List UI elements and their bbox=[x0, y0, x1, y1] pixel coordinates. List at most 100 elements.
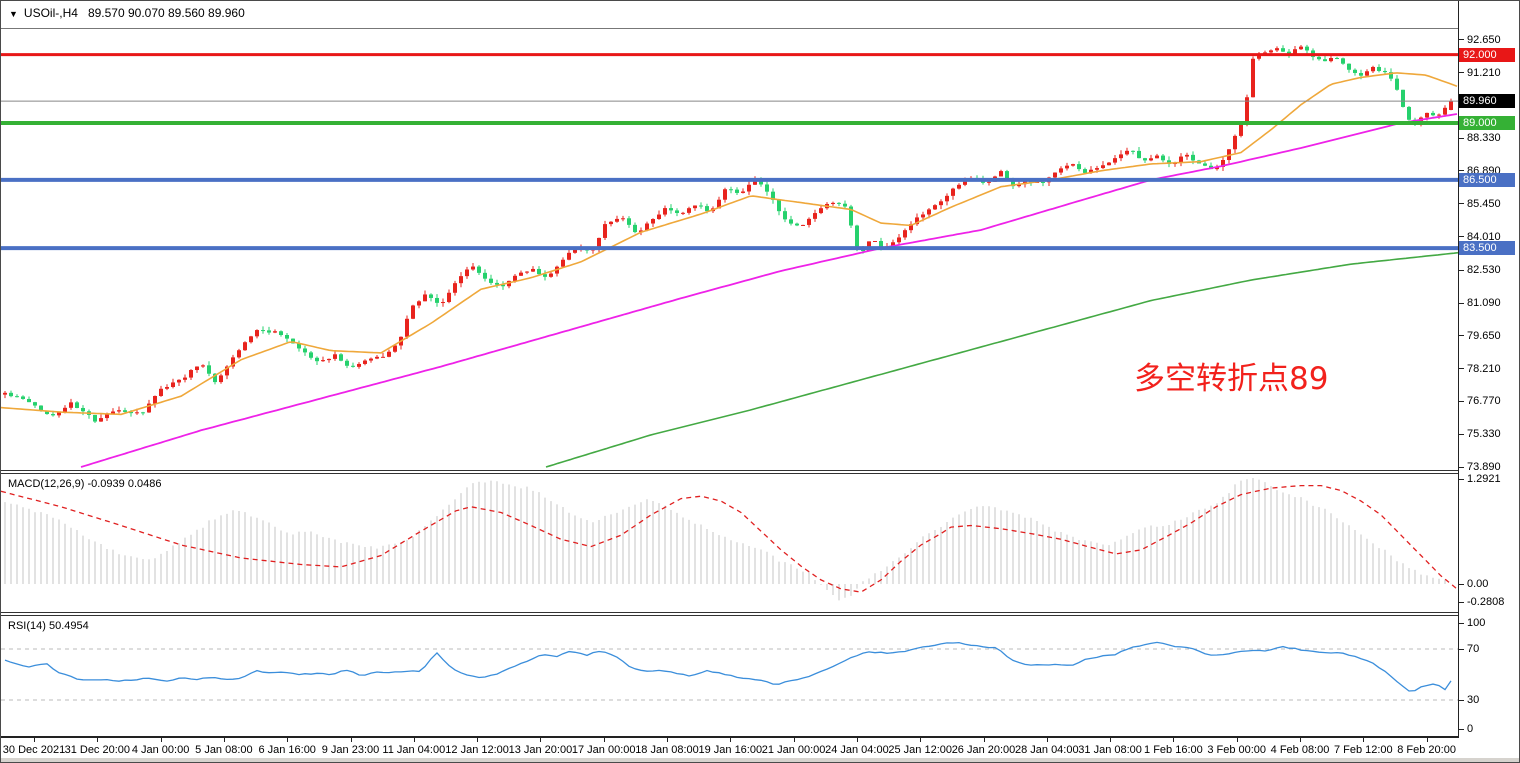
time-axis-tick bbox=[856, 738, 858, 742]
price-badge-89.000: 89.000 bbox=[1459, 115, 1515, 130]
price-tick-label: 76.770 bbox=[1467, 395, 1501, 408]
time-axis-tick bbox=[920, 738, 922, 742]
time-axis-tick bbox=[223, 738, 225, 742]
time-axis-label: 5 Jan 08:00 bbox=[195, 744, 253, 756]
window-bottom-edge bbox=[1, 758, 1519, 762]
time-axis-label: 30 Dec 2021 bbox=[2, 744, 66, 756]
rsi-indicator-plot[interactable] bbox=[1, 616, 1459, 736]
axis-tick bbox=[1459, 236, 1464, 238]
price-axis[interactable]: 92.65091.21089.77088.33086.89085.45084.0… bbox=[1459, 1, 1519, 738]
time-axis-label: 17 Jan 00:00 bbox=[571, 744, 636, 756]
time-axis-label: 13 Jan 20:00 bbox=[508, 744, 573, 756]
time-axis[interactable]: 30 Dec 2021 31 Dec 20:00 4 Jan 00:00 5 Jan … bbox=[1, 736, 1459, 762]
axis-tick bbox=[1459, 302, 1464, 304]
panel-splitter-rsi[interactable] bbox=[1, 612, 1459, 616]
time-axis-tick bbox=[603, 738, 605, 742]
axis-tick bbox=[1459, 368, 1464, 370]
price-badge-83.500: 83.500 bbox=[1459, 241, 1515, 256]
price-badge-86.500: 86.500 bbox=[1459, 172, 1515, 187]
time-axis-tick bbox=[1363, 738, 1365, 742]
time-axis-tick bbox=[1236, 738, 1238, 742]
axis-tick bbox=[1459, 622, 1464, 624]
price-tick-label: 78.210 bbox=[1467, 362, 1501, 375]
time-axis-tick bbox=[1110, 738, 1112, 742]
price-tick-label: 79.650 bbox=[1467, 329, 1501, 342]
axis-border bbox=[1458, 1, 1459, 738]
time-axis-label: 3 Feb 00:00 bbox=[1207, 744, 1267, 756]
symbol-dropdown-icon[interactable]: ▼ bbox=[9, 9, 18, 19]
time-axis-label: 19 Jan 16:00 bbox=[698, 744, 763, 756]
macd-axis-min: -0.2808 bbox=[1467, 596, 1505, 608]
time-axis-tick bbox=[793, 738, 795, 742]
time-axis-tick bbox=[540, 738, 542, 742]
ohlc-values: 89.570 90.070 89.560 89.960 bbox=[87, 6, 245, 20]
time-axis-tick bbox=[1426, 738, 1428, 742]
macd-indicator-plot[interactable] bbox=[1, 474, 1459, 613]
price-tick-label: 88.330 bbox=[1467, 132, 1501, 145]
price-tick-label: 81.090 bbox=[1467, 297, 1501, 310]
rsi-axis-label: 100 bbox=[1467, 617, 1486, 629]
time-axis-label: 4 Jan 00:00 bbox=[131, 744, 190, 756]
time-axis-label: 12 Jan 12:00 bbox=[445, 744, 509, 756]
rsi-axis-label: 70 bbox=[1467, 643, 1480, 655]
axis-tick bbox=[1459, 648, 1464, 650]
axis-tick bbox=[1459, 203, 1464, 205]
axis-tick bbox=[1459, 601, 1464, 603]
rsi-axis-label: 0 bbox=[1467, 723, 1474, 735]
axis-tick bbox=[1459, 466, 1464, 468]
price-badge-89.960: 89.960 bbox=[1459, 94, 1515, 109]
macd-axis-max: 1.2921 bbox=[1467, 473, 1501, 485]
time-axis-tick bbox=[34, 738, 35, 742]
time-axis-tick bbox=[413, 738, 415, 742]
time-axis-tick bbox=[287, 738, 289, 742]
axis-tick bbox=[1459, 269, 1464, 271]
macd-label: MACD(12,26,9) -0.0939 0.0486 bbox=[8, 478, 162, 490]
time-axis-tick bbox=[730, 738, 732, 742]
chart-annotation-text: 多空转折点89 bbox=[1134, 361, 1329, 397]
axis-tick bbox=[1459, 728, 1464, 730]
time-axis-label: 8 Feb 20:00 bbox=[1397, 744, 1456, 756]
price-tick-label: 85.450 bbox=[1467, 197, 1501, 210]
time-axis-label: 26 Jan 20:00 bbox=[951, 744, 1016, 756]
axis-tick bbox=[1459, 478, 1464, 480]
price-tick-label: 75.330 bbox=[1467, 428, 1501, 441]
price-chart-plot[interactable] bbox=[1, 1, 1459, 471]
axis-tick bbox=[1459, 335, 1464, 337]
time-axis-tick bbox=[667, 738, 668, 742]
time-axis-label: 11 Jan 04:00 bbox=[382, 744, 446, 756]
price-tick-label: 92.650 bbox=[1467, 33, 1501, 46]
rsi-axis-label: 30 bbox=[1467, 694, 1480, 706]
time-axis-label: 24 Jan 04:00 bbox=[825, 744, 889, 756]
panel-splitter-macd[interactable] bbox=[1, 470, 1459, 474]
time-axis-tick bbox=[1173, 738, 1175, 742]
axis-tick bbox=[1459, 699, 1464, 701]
time-axis-label: 18 Jan 08:00 bbox=[635, 744, 699, 756]
axis-tick bbox=[1459, 170, 1464, 172]
time-axis-label: 9 Jan 23:00 bbox=[321, 744, 380, 756]
axis-tick bbox=[1459, 137, 1464, 139]
time-axis-label: 21 Jan 00:00 bbox=[761, 744, 826, 756]
chart-title-bar: ▼ USOil-,H4 89.570 90.070 89.560 89.960 bbox=[1, 1, 1458, 29]
time-axis-label: 4 Feb 08:00 bbox=[1270, 744, 1330, 756]
time-axis-label: 6 Jan 16:00 bbox=[258, 744, 316, 756]
rsi-label: RSI(14) 50.4954 bbox=[8, 620, 89, 632]
time-axis-tick bbox=[1046, 738, 1048, 742]
time-axis-label: 31 Jan 08:00 bbox=[1078, 744, 1142, 756]
axis-tick bbox=[1459, 72, 1464, 74]
time-axis-tick bbox=[350, 738, 352, 742]
time-axis-label: 1 Feb 16:00 bbox=[1144, 744, 1203, 756]
time-axis-tick bbox=[160, 738, 162, 742]
price-tick-label: 73.890 bbox=[1467, 461, 1501, 473]
price-tick-label: 91.210 bbox=[1467, 66, 1501, 79]
axis-tick bbox=[1459, 400, 1464, 402]
time-axis-tick bbox=[1300, 738, 1301, 742]
time-axis-label: 7 Feb 12:00 bbox=[1333, 744, 1393, 756]
time-axis-label: 25 Jan 12:00 bbox=[888, 744, 952, 756]
macd-axis-zero: 0.00 bbox=[1467, 578, 1489, 590]
time-axis-tick bbox=[983, 738, 985, 742]
price-badge-92.000: 92.000 bbox=[1459, 47, 1515, 62]
time-axis-tick bbox=[477, 738, 479, 742]
time-axis-label: 31 Dec 20:00 bbox=[64, 744, 131, 756]
time-axis-label: 28 Jan 04:00 bbox=[1014, 744, 1079, 756]
